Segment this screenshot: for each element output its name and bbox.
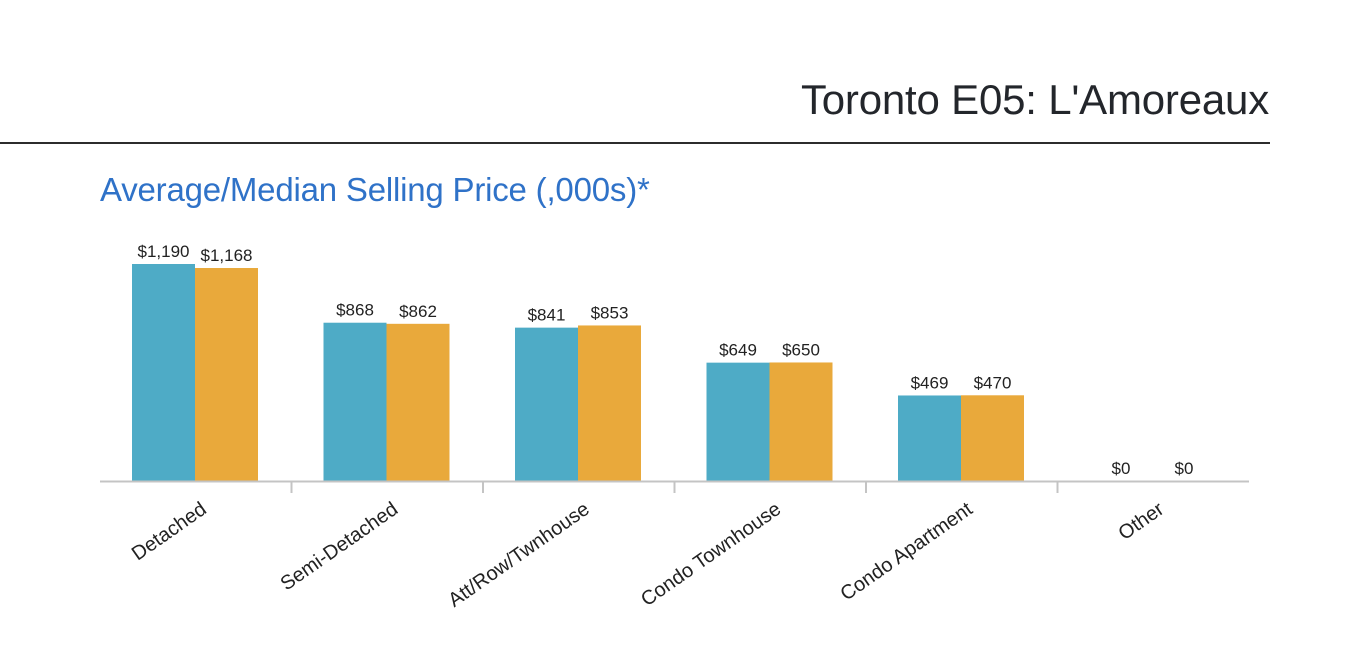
value-label: $1,190 xyxy=(138,242,190,261)
bar-semi-detached-s1 xyxy=(323,322,387,481)
bars-group xyxy=(132,264,1024,481)
value-label: $649 xyxy=(719,341,757,360)
value-label: $0 xyxy=(1175,459,1194,478)
bar-condo-apartment-s2 xyxy=(961,395,1024,481)
category-label: Condo Townhouse xyxy=(637,498,785,611)
value-label: $650 xyxy=(782,340,820,359)
category-label: Semi-Detached xyxy=(277,498,403,595)
value-label: $841 xyxy=(528,306,566,325)
chart-title: Average/Median Selling Price (,000s)* xyxy=(100,171,650,208)
value-labels-group: $1,190 $1,168 $868 $862 $841 $853 $649 $650 $469… xyxy=(138,242,1194,478)
value-label: $1,168 xyxy=(201,246,253,265)
value-label: $469 xyxy=(911,373,949,392)
value-label: $868 xyxy=(336,301,374,320)
category-label: Condo Apartment xyxy=(836,498,976,606)
category-label: Detached xyxy=(128,498,211,565)
x-axis xyxy=(100,480,1249,493)
bar-condo-apartment-s1 xyxy=(898,395,961,481)
bar-condo-townhouse-s2 xyxy=(769,362,833,481)
title-divider xyxy=(0,142,1270,144)
bar-att-row-twnhouse-s1 xyxy=(515,327,578,481)
category-labels-group: Detached Semi-Detached Att/Row/Twnhouse Con… xyxy=(128,498,1169,612)
bar-att-row-twnhouse-s2 xyxy=(578,325,641,481)
bar-detached-s2 xyxy=(195,268,258,481)
category-label: Att/Row/Twnhouse xyxy=(444,498,593,612)
bar-detached-s1 xyxy=(132,264,195,481)
category-label: Other xyxy=(1115,498,1169,545)
value-label: $470 xyxy=(974,373,1012,392)
page-title: Toronto E05: L'Amoreaux xyxy=(800,76,1269,123)
value-label: $0 xyxy=(1112,459,1131,478)
value-label: $853 xyxy=(591,303,629,322)
value-label: $862 xyxy=(399,302,437,321)
bar-condo-townhouse-s1 xyxy=(706,362,770,481)
bar-semi-detached-s2 xyxy=(386,323,450,481)
